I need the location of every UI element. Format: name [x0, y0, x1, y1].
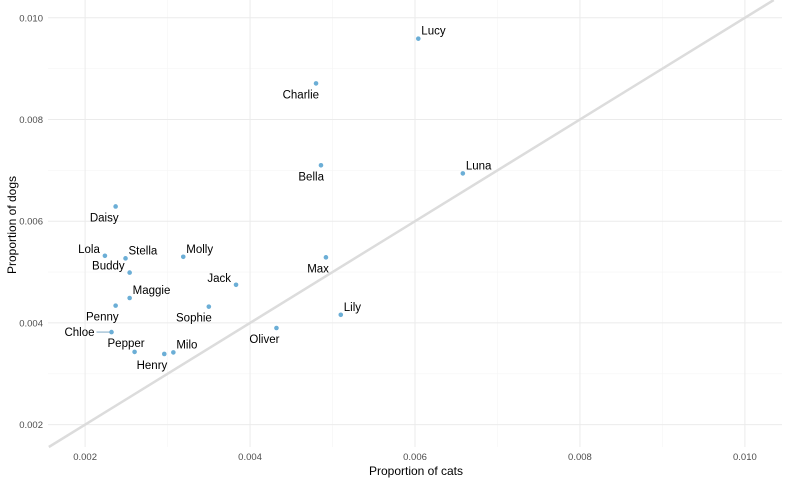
label-penny: Penny [86, 312, 119, 324]
x-tick-label: 0.006 [403, 452, 427, 463]
x-tick-label: 0.002 [73, 452, 97, 463]
point-max [323, 255, 329, 260]
data-points [102, 36, 466, 357]
label-oliver: Oliver [249, 334, 279, 346]
label-lola: Lola [78, 244, 100, 256]
label-maggie: Maggie [133, 285, 171, 297]
label-bella: Bella [298, 171, 324, 183]
point-jack [233, 282, 239, 288]
y-tick-label: 0.002 [19, 420, 43, 431]
point-charlie [313, 81, 319, 86]
major-gridlines [48, 0, 782, 447]
point-bella [318, 162, 324, 168]
point-pepper [132, 349, 137, 355]
label-molly: Molly [186, 244, 213, 256]
y-tick-label: 0.010 [19, 13, 43, 24]
point-henry [161, 351, 167, 357]
label-sophie: Sophie [176, 313, 212, 325]
point-lola [102, 253, 108, 259]
point-sophie [206, 304, 212, 309]
label-stella: Stella [129, 245, 158, 257]
identity-reference-line [48, 0, 775, 449]
point-lily [338, 312, 344, 318]
x-tick-label: 0.004 [238, 452, 262, 463]
label-max: Max [307, 263, 329, 275]
label-daisy: Daisy [90, 212, 119, 224]
y-tick-label: 0.008 [19, 115, 43, 126]
point-buddy [127, 270, 132, 275]
x-tick-label: 0.010 [733, 452, 757, 463]
label-pepper: Pepper [108, 338, 145, 350]
x-tick-label: 0.008 [568, 452, 592, 463]
y-tick-label: 0.006 [19, 217, 43, 228]
x-axis-ticks: 0.002 0.004 0.006 0.008 0.010 [73, 452, 757, 463]
point-oliver [274, 325, 279, 331]
point-stella [123, 256, 128, 261]
point-maggie [127, 295, 132, 301]
y-axis-title: Proportion of dogs [5, 176, 19, 274]
point-penny [113, 303, 118, 308]
reference-line-group [48, 0, 775, 449]
y-tick-label: 0.004 [19, 318, 43, 329]
label-jack: Jack [207, 273, 231, 285]
point-molly [180, 254, 186, 260]
label-buddy: Buddy [92, 261, 125, 273]
point-daisy [113, 204, 118, 209]
label-luna: Luna [466, 160, 492, 172]
label-henry: Henry [137, 360, 168, 372]
y-axis-ticks: 0.002 0.004 0.006 0.008 0.010 [19, 13, 43, 431]
point-lucy [415, 36, 421, 41]
label-chloe: Chloe [64, 327, 94, 339]
x-axis-title: Proportion of cats [369, 464, 463, 478]
point-chloe [109, 329, 114, 335]
point-luna [460, 171, 466, 176]
label-lucy: Lucy [421, 26, 446, 38]
point-milo [171, 350, 176, 355]
label-charlie: Charlie [283, 89, 319, 101]
label-milo: Milo [176, 339, 197, 351]
point-labels: Lucy Charlie Bella Luna Daisy Lola Stella Molly… [64, 26, 492, 372]
label-lily: Lily [344, 302, 362, 314]
